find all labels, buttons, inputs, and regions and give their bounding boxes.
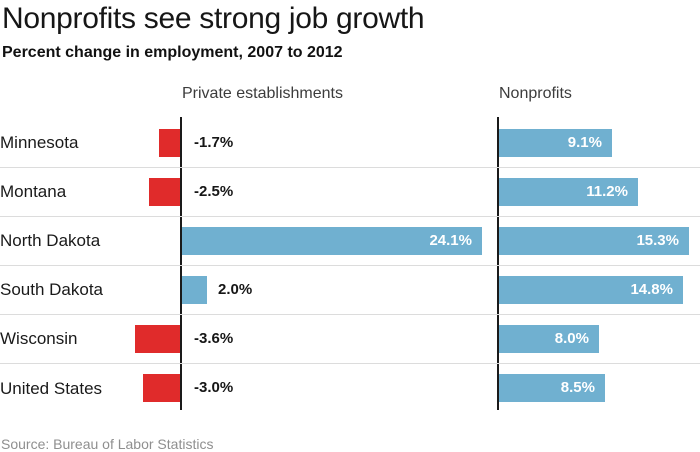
value-label: -3.6% xyxy=(194,330,234,347)
left-panel-axis-line xyxy=(180,117,182,410)
value-label: -3.0% xyxy=(194,379,234,396)
category-label: Montana xyxy=(0,182,67,201)
chart-row: United States -3.0% 8.5% xyxy=(0,364,700,413)
bar-private xyxy=(143,374,180,402)
category-label: United States xyxy=(0,378,103,398)
value-label: -2.5% xyxy=(194,183,234,200)
value-label: -1.7% xyxy=(194,134,234,151)
bar-nonprofit: 8.0% xyxy=(499,325,599,353)
bar-nonprofit: 8.5% xyxy=(499,374,605,402)
chart-subtitle: Percent change in employment, 2007 to 20… xyxy=(2,44,343,61)
bar-nonprofit: 14.8% xyxy=(499,276,683,304)
category-label: Minnesota xyxy=(0,133,79,152)
bar-private xyxy=(149,178,180,206)
source-note: Source: Bureau of Labor Statistics xyxy=(1,436,214,452)
chart-row: North Dakota 24.1% 15.3% xyxy=(0,217,700,266)
bar-nonprofit: 9.1% xyxy=(499,129,612,157)
category-label: Wisconsin xyxy=(0,329,78,348)
chart-row: South Dakota 2.0% 14.8% xyxy=(0,266,700,315)
category-label: South Dakota xyxy=(0,280,104,299)
plot-area: Minnesota -1.7% 9.1% Montana -2.5% 11.2% North… xyxy=(0,117,700,413)
chart-title: Nonprofits see strong job growth xyxy=(2,2,425,35)
bar-private xyxy=(159,129,180,157)
chart-row: Montana -2.5% 11.2% xyxy=(0,168,700,217)
bar-private xyxy=(135,325,180,353)
bar-nonprofit: 15.3% xyxy=(499,227,689,255)
bar-nonprofit: 11.2% xyxy=(499,178,638,206)
category-label: North Dakota xyxy=(0,231,101,250)
chart-row: Wisconsin -3.6% 8.0% xyxy=(0,315,700,364)
chart-row: Minnesota -1.7% 9.1% xyxy=(0,119,700,168)
value-label: 2.0% xyxy=(218,281,253,298)
right-panel-axis-line xyxy=(497,117,499,410)
column-header-nonprofits: Nonprofits xyxy=(499,85,572,102)
bar-private: 24.1% xyxy=(182,227,482,255)
column-header-private-establishments: Private establishments xyxy=(182,85,343,102)
bar-private xyxy=(182,276,207,304)
